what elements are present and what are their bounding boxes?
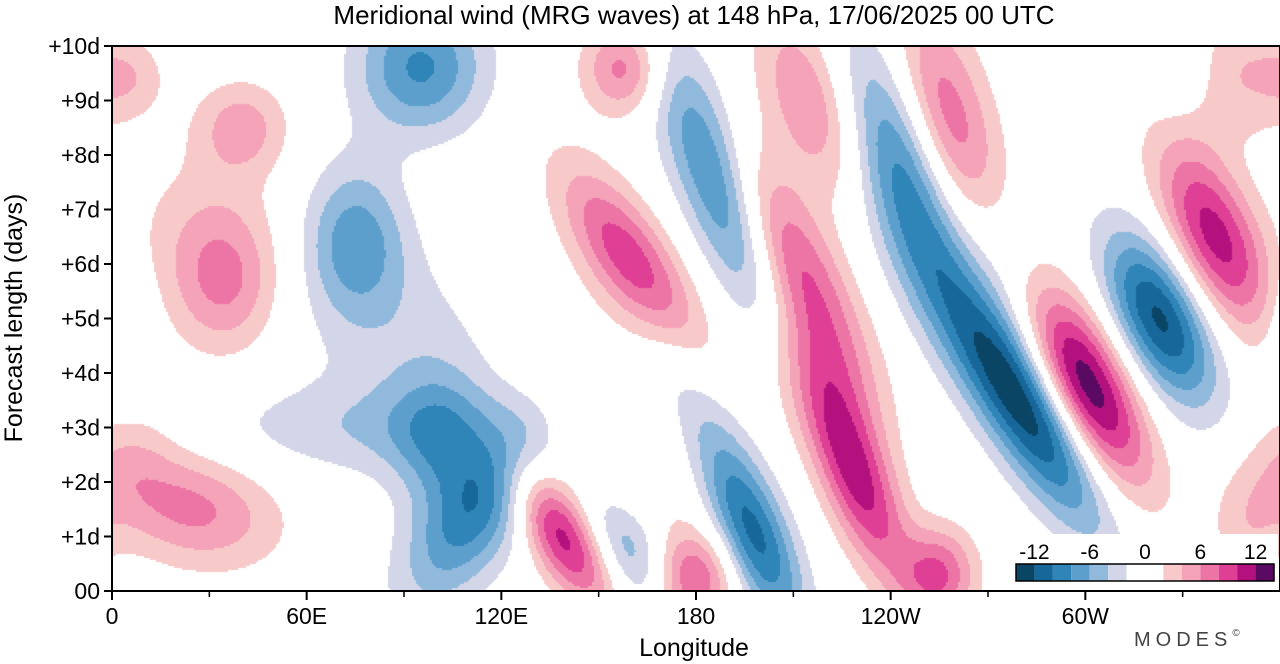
x-tick-label: 120E bbox=[474, 603, 528, 629]
y-tick-label: +2d bbox=[61, 469, 100, 495]
colorbar-swatch bbox=[1108, 564, 1127, 581]
colorbar-tick-label: -12 bbox=[1019, 541, 1049, 564]
x-axis-label: Longitude bbox=[639, 634, 749, 662]
colorbar-swatch bbox=[1126, 564, 1164, 581]
y-tick-label: +7d bbox=[61, 197, 100, 223]
y-axis-label: Forecast length (days) bbox=[0, 194, 28, 443]
x-axis: 0 60E 120E 180 120W 60W bbox=[106, 591, 1184, 629]
brand-name: MODES bbox=[1134, 629, 1232, 651]
colorbar-swatch bbox=[1163, 564, 1182, 581]
x-tick-label: 60E bbox=[286, 603, 327, 629]
colorbar-swatch bbox=[1200, 564, 1219, 581]
y-axis: 00 +1d +2d +3d +4d +5d +6d +7d +8d +9d +10d bbox=[48, 33, 112, 604]
y-tick-label: +5d bbox=[61, 306, 100, 332]
colorbar-swatch bbox=[1034, 564, 1053, 581]
y-tick-label: +9d bbox=[61, 88, 100, 114]
colorbar-swatch bbox=[1071, 564, 1090, 581]
y-tick-label: +3d bbox=[61, 415, 100, 441]
y-tick-label: +8d bbox=[61, 142, 100, 168]
x-tick-label: 0 bbox=[106, 603, 119, 629]
colorbar-swatch bbox=[1237, 564, 1256, 581]
colorbar-swatch bbox=[1255, 564, 1274, 581]
heatmap-field bbox=[112, 46, 1280, 591]
y-tick-label: 00 bbox=[74, 578, 100, 604]
brand-mark: © bbox=[1232, 628, 1244, 639]
x-tick-label: 180 bbox=[677, 603, 715, 629]
colorbar-swatch bbox=[1181, 564, 1201, 581]
colorbar-swatch bbox=[1218, 564, 1238, 581]
colorbar-legend: -12 -6 0 6 12 bbox=[1010, 534, 1278, 585]
y-tick-label: +4d bbox=[61, 360, 100, 386]
colorbar-tick-label: 6 bbox=[1194, 541, 1206, 564]
colorbar-frame bbox=[1015, 563, 1275, 582]
colorbar-swatch bbox=[1016, 564, 1035, 581]
x-tick-label: 60W bbox=[1062, 603, 1110, 629]
colorbar-tick-label: 0 bbox=[1139, 541, 1151, 564]
y-tick-label: +10d bbox=[48, 33, 100, 59]
x-tick-label: 120W bbox=[861, 603, 921, 629]
colorbar-swatch bbox=[1052, 564, 1072, 581]
y-tick-label: +6d bbox=[61, 251, 100, 277]
y-tick-label: +1d bbox=[61, 524, 100, 550]
brand-logo: MODES© bbox=[1134, 628, 1245, 651]
chart-title: Meridional wind (MRG waves) at 148 hPa, … bbox=[333, 0, 1054, 30]
colorbar-swatch bbox=[1089, 564, 1109, 581]
colorbar-tick-label: 12 bbox=[1244, 541, 1267, 564]
heatmap-image bbox=[112, 46, 1280, 591]
colorbar-tick-label: -6 bbox=[1080, 541, 1099, 564]
